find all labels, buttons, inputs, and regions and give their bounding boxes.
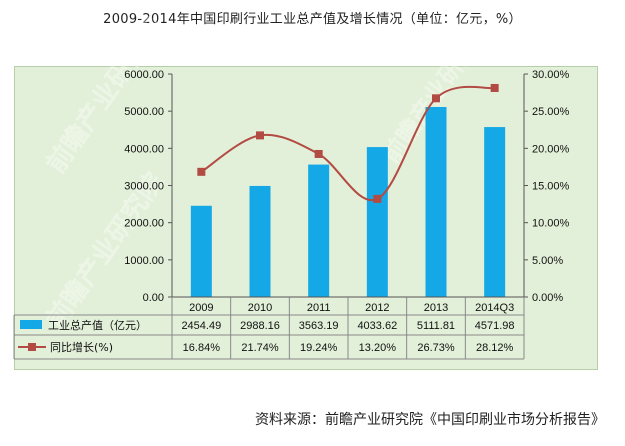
growth-value-cell: 21.74% xyxy=(241,342,279,354)
growth-value-cell: 16.84% xyxy=(183,342,221,354)
bar-value-cell: 5111.81 xyxy=(417,320,455,332)
growth-value-cell: 28.12% xyxy=(476,342,514,354)
y-right-tick-label: 0.00% xyxy=(532,292,563,304)
line-point xyxy=(197,167,206,176)
growth-value-cell: 13.20% xyxy=(359,342,397,354)
x-tick-label: 2009 xyxy=(189,302,213,314)
bar xyxy=(366,147,388,297)
line-point xyxy=(490,83,499,92)
y-right-tick-label: 30.00% xyxy=(532,69,570,81)
y-left-tick-label: 3000.00 xyxy=(124,181,164,193)
y-right-tick-label: 25.00% xyxy=(532,106,570,118)
line-point xyxy=(432,94,440,103)
y-left-tick-label: 0.00 xyxy=(143,292,164,304)
bar-value-cell: 4571.98 xyxy=(475,320,515,332)
bar-value-cell: 2988.16 xyxy=(240,320,280,332)
y-left-tick-label: 5000.00 xyxy=(124,106,164,118)
source-note: 资料来源：前瞻产业研究院《中国印刷业市场分析报告》 xyxy=(255,412,605,428)
bar xyxy=(308,164,330,297)
legend-line-marker xyxy=(28,343,36,351)
y-right-tick-label: 5.00% xyxy=(532,255,563,267)
x-tick-label: 2010 xyxy=(248,302,272,314)
line-point xyxy=(373,194,382,203)
x-tick-label: 2014Q3 xyxy=(475,302,514,314)
y-left-tick-label: 1000.00 xyxy=(124,255,164,267)
bar xyxy=(249,185,271,297)
line-point xyxy=(314,149,323,158)
x-tick-label: 2011 xyxy=(307,302,331,314)
bar xyxy=(484,127,506,298)
y-right-tick-label: 20.00% xyxy=(532,143,570,155)
bar xyxy=(190,205,212,297)
legend-bar-label: 工业总产值（亿元） xyxy=(48,318,147,332)
y-left-tick-label: 4000.00 xyxy=(124,143,164,155)
bar-value-cell: 2454.49 xyxy=(181,320,221,332)
legend-bar-swatch xyxy=(20,320,42,329)
growth-line xyxy=(200,85,495,202)
line-point xyxy=(256,131,264,140)
chart-title: 2009-2014年中国印刷行业工业总产值及增长情况（单位：亿元，%） xyxy=(103,12,522,27)
bar-value-cell: 3563.19 xyxy=(299,320,339,332)
y-right-tick-label: 15.00% xyxy=(532,181,570,193)
y-left-tick-label: 6000.00 xyxy=(124,69,164,81)
growth-value-cell: 26.73% xyxy=(417,342,455,354)
growth-value-cell: 19.24% xyxy=(300,342,338,354)
x-tick-label: 2012 xyxy=(365,302,389,314)
y-left-tick-label: 2000.00 xyxy=(124,218,164,230)
bar xyxy=(425,107,447,297)
x-tick-label: 2013 xyxy=(424,302,448,314)
y-right-tick-label: 10.00% xyxy=(532,218,570,230)
legend-line-label: 同比增长(%) xyxy=(50,340,113,354)
bar-value-cell: 4033.62 xyxy=(357,320,397,332)
